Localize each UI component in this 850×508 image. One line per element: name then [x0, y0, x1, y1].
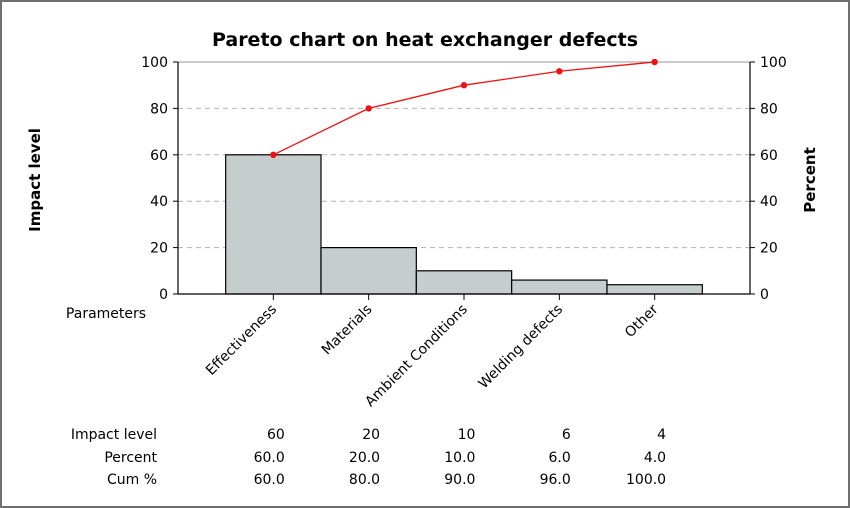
bar — [415, 270, 513, 295]
bars — [225, 154, 703, 295]
category-label: Effectiveness — [203, 302, 280, 379]
cumulative-point — [365, 105, 372, 112]
y-tick-label: 40 — [150, 194, 168, 210]
bar — [511, 279, 608, 295]
table-cell: 60.0 — [254, 472, 285, 488]
cumulative-polyline — [273, 61, 655, 156]
table-cell: 6.0 — [549, 450, 571, 466]
table-cell: 6 — [562, 427, 571, 443]
y-tick-label: 20 — [150, 241, 168, 257]
y2-tick-label: 100 — [760, 55, 787, 71]
y-axis-title: Impact level — [26, 128, 44, 232]
y2-tick-label: 0 — [760, 287, 769, 303]
cumulative-point — [270, 151, 277, 158]
category-label: Welding defects — [476, 302, 567, 393]
y-tick-label: 60 — [150, 148, 168, 164]
table-cell: 60 — [267, 427, 285, 443]
cumulative-point — [651, 58, 658, 66]
x-axis-title: Parameters — [66, 306, 146, 322]
table-cell: 4.0 — [644, 450, 666, 466]
category-label: Ambient Conditions — [362, 302, 471, 411]
cumulative-line — [270, 58, 658, 158]
category-label: Materials — [319, 302, 376, 359]
summary-table: Impact level 60 20 10 6 4 Percent 60.0 20.0 10.0 6… — [71, 427, 666, 488]
table-cell: 80.0 — [349, 472, 380, 488]
cumulative-point — [556, 68, 563, 75]
y2-tick-label: 80 — [760, 101, 778, 117]
table-row-label: Impact level — [71, 427, 157, 443]
y2-tick-label: 20 — [760, 241, 778, 257]
y2-axis-title: Percent — [801, 147, 819, 212]
table-cell: 4 — [657, 427, 666, 443]
y2-tick-label: 60 — [760, 148, 778, 164]
table-cell: 96.0 — [540, 472, 571, 488]
table-cell: 20 — [362, 427, 380, 443]
table-row-label: Cum % — [107, 472, 157, 488]
y-tick-label: 80 — [150, 101, 168, 117]
y2-tick-label: 40 — [760, 194, 778, 210]
y-tick-label: 0 — [159, 287, 168, 303]
table-cell: 10.0 — [444, 450, 475, 466]
table-cell: 10 — [458, 427, 476, 443]
y-tick-label: 100 — [141, 55, 168, 71]
axes: 0 20 40 60 80 100 0 20 40 60 80 100 — [141, 55, 786, 303]
bar — [225, 154, 322, 295]
bar — [606, 284, 703, 295]
table-cell: 60.0 — [254, 450, 285, 466]
table-cell: 90.0 — [444, 472, 475, 488]
cumulative-point — [460, 82, 468, 89]
category-label: Other — [622, 301, 662, 341]
table-row-label: Percent — [104, 450, 157, 466]
bar — [320, 247, 417, 295]
table-cell: 20.0 — [349, 450, 380, 466]
chart-title: Pareto chart on heat exchanger defects — [212, 29, 638, 51]
table-cell: 100.0 — [626, 472, 666, 488]
